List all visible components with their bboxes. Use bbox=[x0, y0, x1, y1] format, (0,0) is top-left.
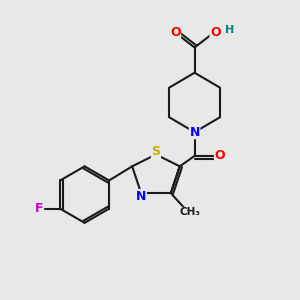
Text: O: O bbox=[214, 149, 225, 162]
Text: S: S bbox=[152, 145, 160, 158]
Text: O: O bbox=[170, 26, 181, 39]
Text: O: O bbox=[210, 26, 221, 39]
Text: N: N bbox=[136, 190, 146, 202]
Text: H: H bbox=[225, 25, 234, 35]
Text: F: F bbox=[35, 202, 44, 215]
Text: N: N bbox=[189, 126, 200, 139]
Text: CH₃: CH₃ bbox=[180, 207, 201, 218]
